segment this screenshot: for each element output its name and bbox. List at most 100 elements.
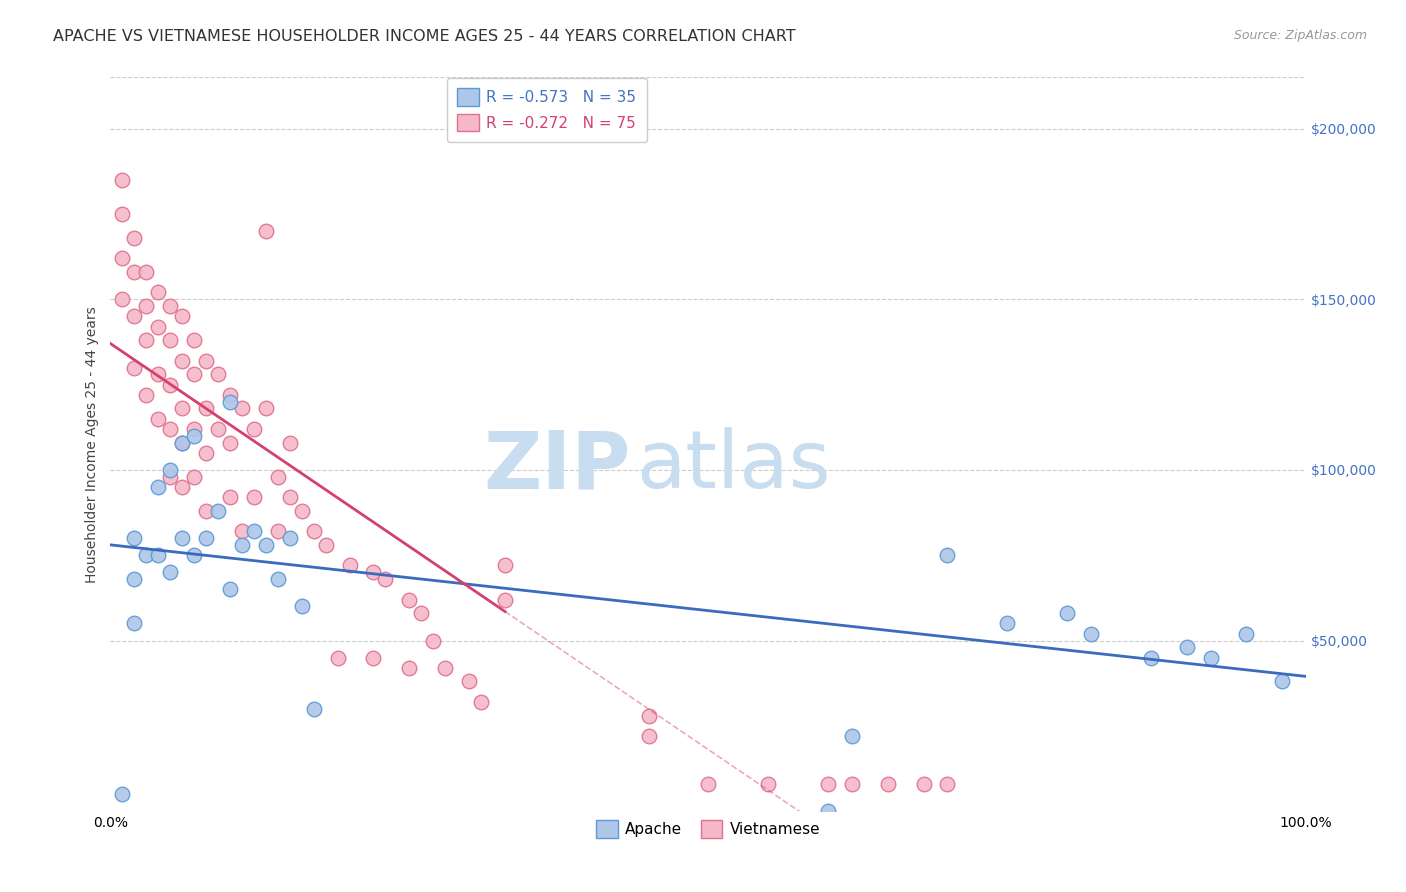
Point bbox=[841, 777, 863, 791]
Point bbox=[135, 299, 157, 313]
Point bbox=[494, 558, 516, 573]
Point bbox=[398, 661, 420, 675]
Point bbox=[697, 777, 720, 791]
Point bbox=[159, 299, 181, 313]
Point bbox=[195, 353, 218, 368]
Point bbox=[148, 480, 170, 494]
Point bbox=[374, 572, 396, 586]
Point bbox=[494, 592, 516, 607]
Y-axis label: Householder Income Ages 25 - 44 years: Householder Income Ages 25 - 44 years bbox=[86, 306, 100, 582]
Point bbox=[219, 388, 242, 402]
Text: ZIP: ZIP bbox=[484, 427, 630, 506]
Text: atlas: atlas bbox=[637, 427, 831, 506]
Point bbox=[124, 572, 146, 586]
Text: APACHE VS VIETNAMESE HOUSEHOLDER INCOME AGES 25 - 44 YEARS CORRELATION CHART: APACHE VS VIETNAMESE HOUSEHOLDER INCOME … bbox=[53, 29, 796, 45]
Point bbox=[124, 616, 146, 631]
Point bbox=[207, 368, 229, 382]
Point bbox=[159, 333, 181, 347]
Point bbox=[458, 674, 481, 689]
Point bbox=[817, 777, 839, 791]
Point bbox=[159, 463, 181, 477]
Point bbox=[111, 293, 134, 307]
Point bbox=[841, 729, 863, 743]
Point bbox=[148, 548, 170, 562]
Point bbox=[267, 524, 290, 539]
Point bbox=[172, 435, 194, 450]
Point bbox=[148, 368, 170, 382]
Point bbox=[470, 695, 492, 709]
Point bbox=[411, 606, 433, 620]
Point bbox=[111, 787, 134, 801]
Point bbox=[817, 804, 839, 818]
Point bbox=[159, 377, 181, 392]
Point bbox=[254, 538, 277, 552]
Point bbox=[1175, 640, 1198, 655]
Point bbox=[195, 531, 218, 545]
Point bbox=[278, 531, 301, 545]
Point bbox=[291, 599, 314, 614]
Point bbox=[159, 469, 181, 483]
Point bbox=[756, 777, 779, 791]
Point bbox=[172, 401, 194, 416]
Point bbox=[243, 422, 266, 436]
Point bbox=[172, 353, 194, 368]
Point bbox=[267, 469, 290, 483]
Point bbox=[434, 661, 457, 675]
Point bbox=[326, 650, 349, 665]
Point bbox=[172, 480, 194, 494]
Point bbox=[183, 368, 205, 382]
Point bbox=[111, 207, 134, 221]
Point bbox=[1199, 650, 1222, 665]
Point bbox=[148, 319, 170, 334]
Legend: Apache, Vietnamese: Apache, Vietnamese bbox=[591, 814, 827, 844]
Point bbox=[135, 265, 157, 279]
Point bbox=[207, 422, 229, 436]
Point bbox=[302, 702, 325, 716]
Point bbox=[195, 401, 218, 416]
Point bbox=[135, 333, 157, 347]
Point bbox=[302, 524, 325, 539]
Point bbox=[267, 572, 290, 586]
Point bbox=[219, 582, 242, 597]
Point bbox=[124, 310, 146, 324]
Point bbox=[291, 504, 314, 518]
Point bbox=[231, 524, 253, 539]
Point bbox=[159, 566, 181, 580]
Point bbox=[637, 729, 659, 743]
Point bbox=[111, 173, 134, 187]
Point bbox=[124, 265, 146, 279]
Point bbox=[1139, 650, 1161, 665]
Point bbox=[219, 490, 242, 504]
Point bbox=[148, 411, 170, 425]
Point bbox=[183, 429, 205, 443]
Point bbox=[124, 231, 146, 245]
Point bbox=[207, 504, 229, 518]
Point bbox=[254, 224, 277, 238]
Point bbox=[124, 360, 146, 375]
Point bbox=[231, 401, 253, 416]
Point bbox=[363, 566, 385, 580]
Point bbox=[172, 531, 194, 545]
Point bbox=[398, 592, 420, 607]
Point bbox=[124, 531, 146, 545]
Point bbox=[936, 548, 959, 562]
Point bbox=[159, 422, 181, 436]
Point bbox=[183, 333, 205, 347]
Point bbox=[278, 435, 301, 450]
Point bbox=[135, 548, 157, 562]
Point bbox=[995, 616, 1018, 631]
Point bbox=[243, 524, 266, 539]
Point bbox=[637, 708, 659, 723]
Point bbox=[243, 490, 266, 504]
Point bbox=[195, 446, 218, 460]
Point bbox=[315, 538, 337, 552]
Point bbox=[183, 422, 205, 436]
Point bbox=[254, 401, 277, 416]
Point bbox=[148, 285, 170, 300]
Point bbox=[876, 777, 898, 791]
Point bbox=[195, 504, 218, 518]
Point bbox=[135, 388, 157, 402]
Point bbox=[339, 558, 361, 573]
Point bbox=[1056, 606, 1078, 620]
Point bbox=[278, 490, 301, 504]
